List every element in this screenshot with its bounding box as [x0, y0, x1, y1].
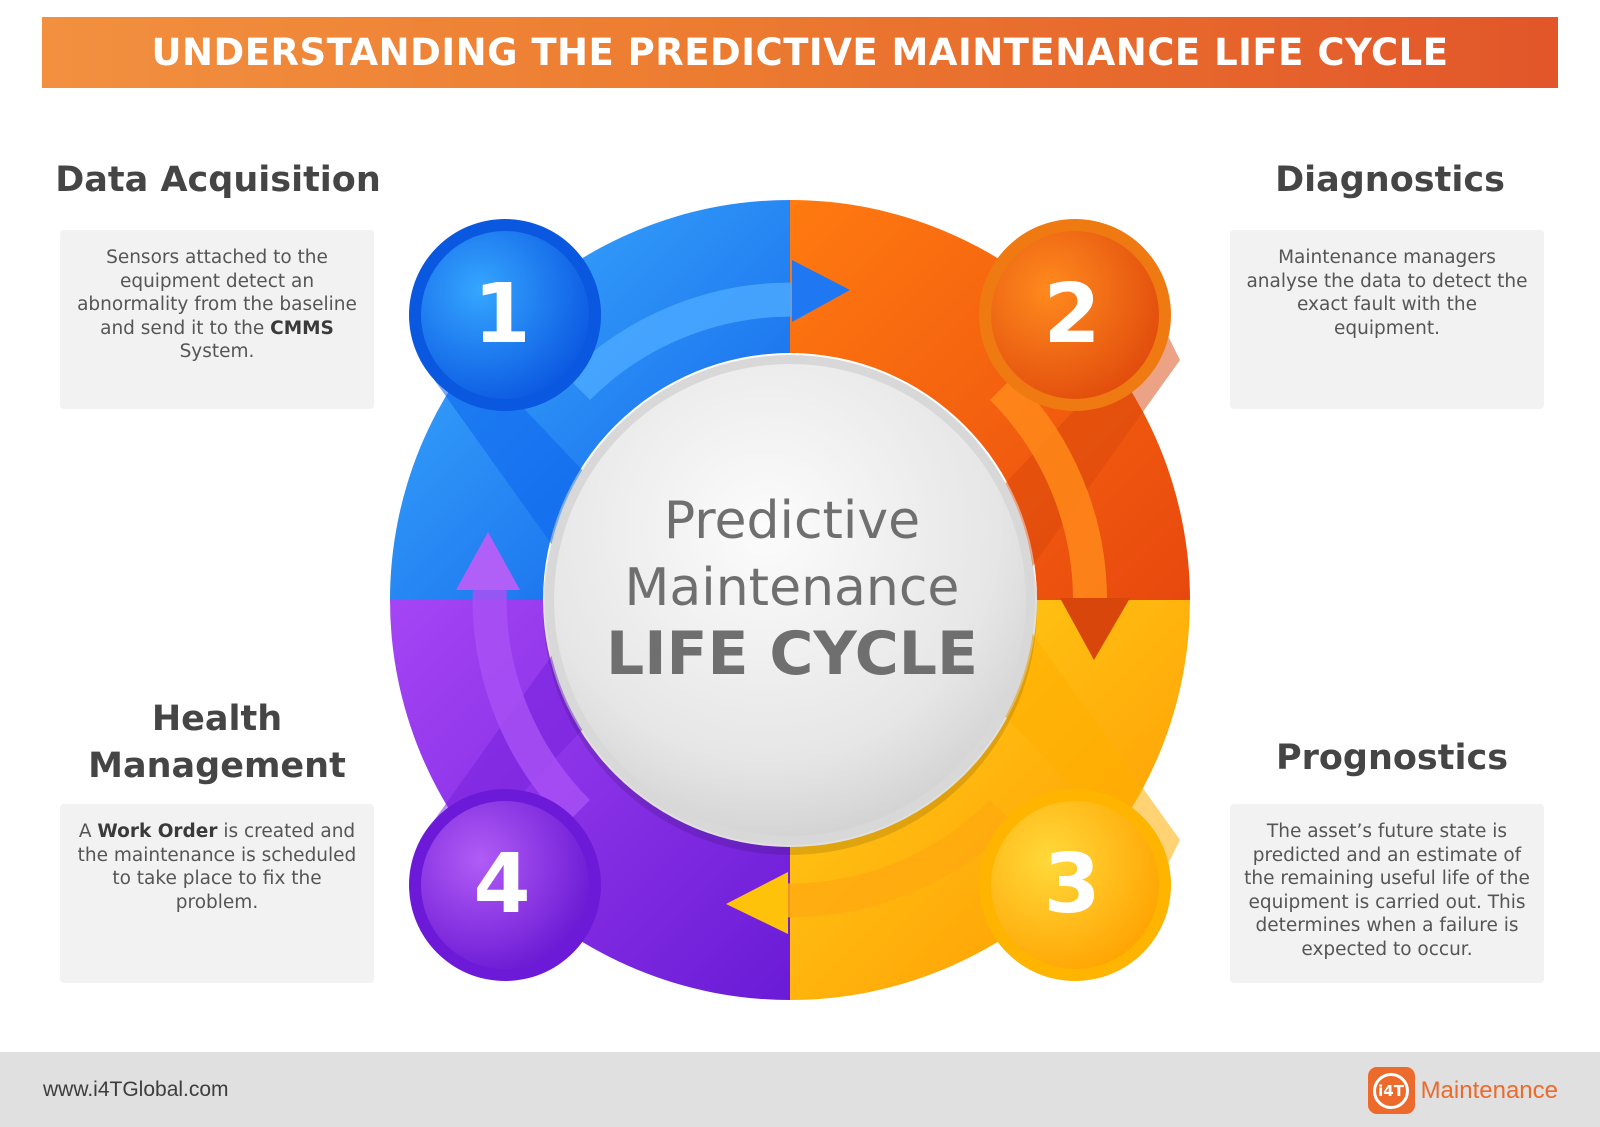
stage-number-4: 4 — [473, 837, 530, 932]
description-text: Sensors attached to the equipment detect… — [77, 247, 357, 339]
i4t-logo-icon: i4T — [1367, 1067, 1415, 1114]
page-title: UNDERSTANDING THE PREDICTIVE MAINTENANCE… — [151, 31, 1449, 74]
description-text: A — [78, 821, 98, 842]
stage-heading-health-management: Health Management — [88, 699, 346, 786]
arrow-head-orange — [1060, 598, 1130, 660]
center-disc — [554, 364, 1026, 836]
arrow-head-yellow — [726, 872, 788, 934]
description-text: is created and the maintenance is schedu… — [77, 821, 357, 913]
stage-heading-data-acquisition: Data Acquisition — [55, 160, 381, 200]
stage-number-1: 1 — [473, 267, 530, 362]
arrow-head-blue — [792, 260, 850, 322]
footer: www.i4TGlobal.com i4T Maintenance — [0, 1052, 1600, 1127]
stage-description-prognostics: The asset’s future state is predicted an… — [1230, 804, 1544, 983]
brand-name: Maintenance — [1420, 1076, 1558, 1104]
arrow-head-purple — [456, 532, 520, 590]
brand-logo: i4T Maintenance — [1367, 1067, 1558, 1114]
center-title-line1: Predictive — [664, 491, 920, 551]
description-text: The asset’s future state is predicted an… — [1244, 821, 1530, 960]
stage-ball-1 — [421, 231, 589, 399]
description-bold-term: CMMS — [270, 317, 334, 339]
stage-ball-2 — [991, 231, 1159, 399]
life-cycle-diagram: 1 2 3 4 Predictive Maintenance LIFE CYCL… — [390, 200, 1190, 1000]
stage-heading-prognostics: Prognostics — [1275, 738, 1509, 778]
description-text: Maintenance managers analyse the data to… — [1246, 247, 1528, 339]
description-text: System. — [179, 341, 255, 362]
stage-number-3: 3 — [1043, 837, 1100, 932]
stage-description-diagnostics: Maintenance managers analyse the data to… — [1230, 230, 1544, 409]
cycle-arrow-icon — [472, 282, 1107, 918]
center-title-line3: LIFE CYCLE — [606, 619, 978, 689]
stage-description-data-acquisition: Sensors attached to the equipment detect… — [60, 230, 374, 409]
title-banner: UNDERSTANDING THE PREDICTIVE MAINTENANCE… — [42, 17, 1558, 88]
stage-number-2: 2 — [1043, 267, 1100, 362]
description-bold-term: Work Order — [97, 821, 218, 842]
stage-ball-3 — [991, 801, 1159, 969]
brand-mark-text: i4T — [1373, 1072, 1410, 1109]
stage-ball-4 — [421, 801, 589, 969]
stage-description-health-management: A Work Order is created and the maintena… — [60, 804, 374, 983]
stage-heading-diagnostics: Diagnostics — [1275, 160, 1505, 200]
center-title-line2: Maintenance — [625, 558, 960, 618]
website-link[interactable]: www.i4TGlobal.com — [43, 1078, 229, 1101]
